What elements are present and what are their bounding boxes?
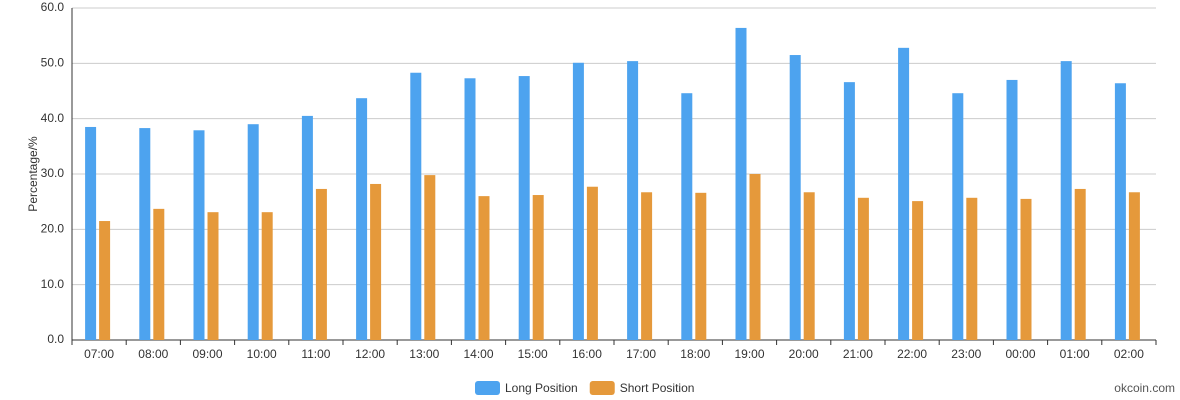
x-tick-label: 11:00 (301, 347, 330, 361)
bar (681, 93, 693, 340)
bar (153, 208, 165, 340)
y-tick-label: 10.0 (41, 277, 65, 291)
bar (966, 197, 978, 340)
x-tick-label: 13:00 (409, 347, 439, 361)
y-tick-label: 0.0 (47, 332, 64, 346)
bar (464, 78, 476, 341)
bar (898, 47, 910, 341)
bar (641, 192, 653, 340)
bar (843, 82, 855, 340)
bar (261, 212, 273, 340)
bar (627, 61, 639, 341)
bar (315, 188, 327, 340)
x-tick-label: 17:00 (626, 347, 656, 361)
x-tick-label: 23:00 (951, 347, 981, 361)
bar (789, 55, 801, 341)
bar (410, 72, 422, 341)
bar (1060, 61, 1072, 341)
bar (952, 93, 964, 340)
x-tick-label: 20:00 (789, 347, 819, 361)
bar (424, 175, 436, 340)
bar (1020, 198, 1032, 340)
bar (912, 201, 924, 340)
bar (695, 192, 707, 340)
bar (1128, 192, 1140, 340)
bar (193, 130, 205, 340)
bar (1074, 188, 1086, 340)
y-tick-label: 50.0 (41, 56, 65, 70)
x-tick-label: 19:00 (734, 347, 764, 361)
x-tick-label: 09:00 (192, 347, 222, 361)
y-tick-label: 30.0 (41, 166, 65, 180)
x-tick-label: 14:00 (463, 347, 493, 361)
bar (356, 98, 368, 341)
y-axis-label: Percentage/% (26, 136, 40, 212)
y-tick-label: 20.0 (41, 222, 65, 236)
x-tick-label: 01:00 (1060, 347, 1090, 361)
bar (1006, 79, 1018, 340)
bar (370, 183, 382, 340)
bar (803, 192, 815, 340)
bar (99, 221, 111, 340)
bar (1114, 83, 1126, 341)
x-tick-label: 18:00 (680, 347, 710, 361)
bar (749, 174, 761, 340)
x-tick-label: 07:00 (84, 347, 114, 361)
y-tick-label: 40.0 (41, 111, 65, 125)
bar (301, 115, 313, 341)
legend-swatch (589, 381, 615, 395)
bar (85, 126, 97, 340)
x-tick-label: 15:00 (518, 347, 548, 361)
bar (735, 27, 747, 340)
bar (518, 76, 530, 340)
bar (857, 197, 869, 340)
x-tick-label: 00:00 (1005, 347, 1035, 361)
y-tick-label: 60.0 (41, 0, 65, 14)
legend-swatch (475, 381, 500, 395)
legend-label: Long Position (505, 381, 578, 395)
x-tick-label: 10:00 (247, 347, 277, 361)
x-tick-label: 16:00 (572, 347, 602, 361)
bar (247, 124, 259, 340)
bar (139, 128, 151, 340)
bar (586, 186, 598, 340)
bar (478, 196, 490, 340)
x-tick-label: 21:00 (843, 347, 873, 361)
watermark: okcoin.com (1114, 381, 1175, 395)
x-tick-label: 02:00 (1114, 347, 1144, 361)
bar (572, 62, 584, 340)
x-tick-label: 12:00 (355, 347, 385, 361)
bar (532, 195, 544, 340)
legend-label: Short Position (620, 381, 695, 395)
x-tick-label: 08:00 (138, 347, 168, 361)
bar (207, 212, 219, 340)
x-tick-label: 22:00 (897, 347, 927, 361)
